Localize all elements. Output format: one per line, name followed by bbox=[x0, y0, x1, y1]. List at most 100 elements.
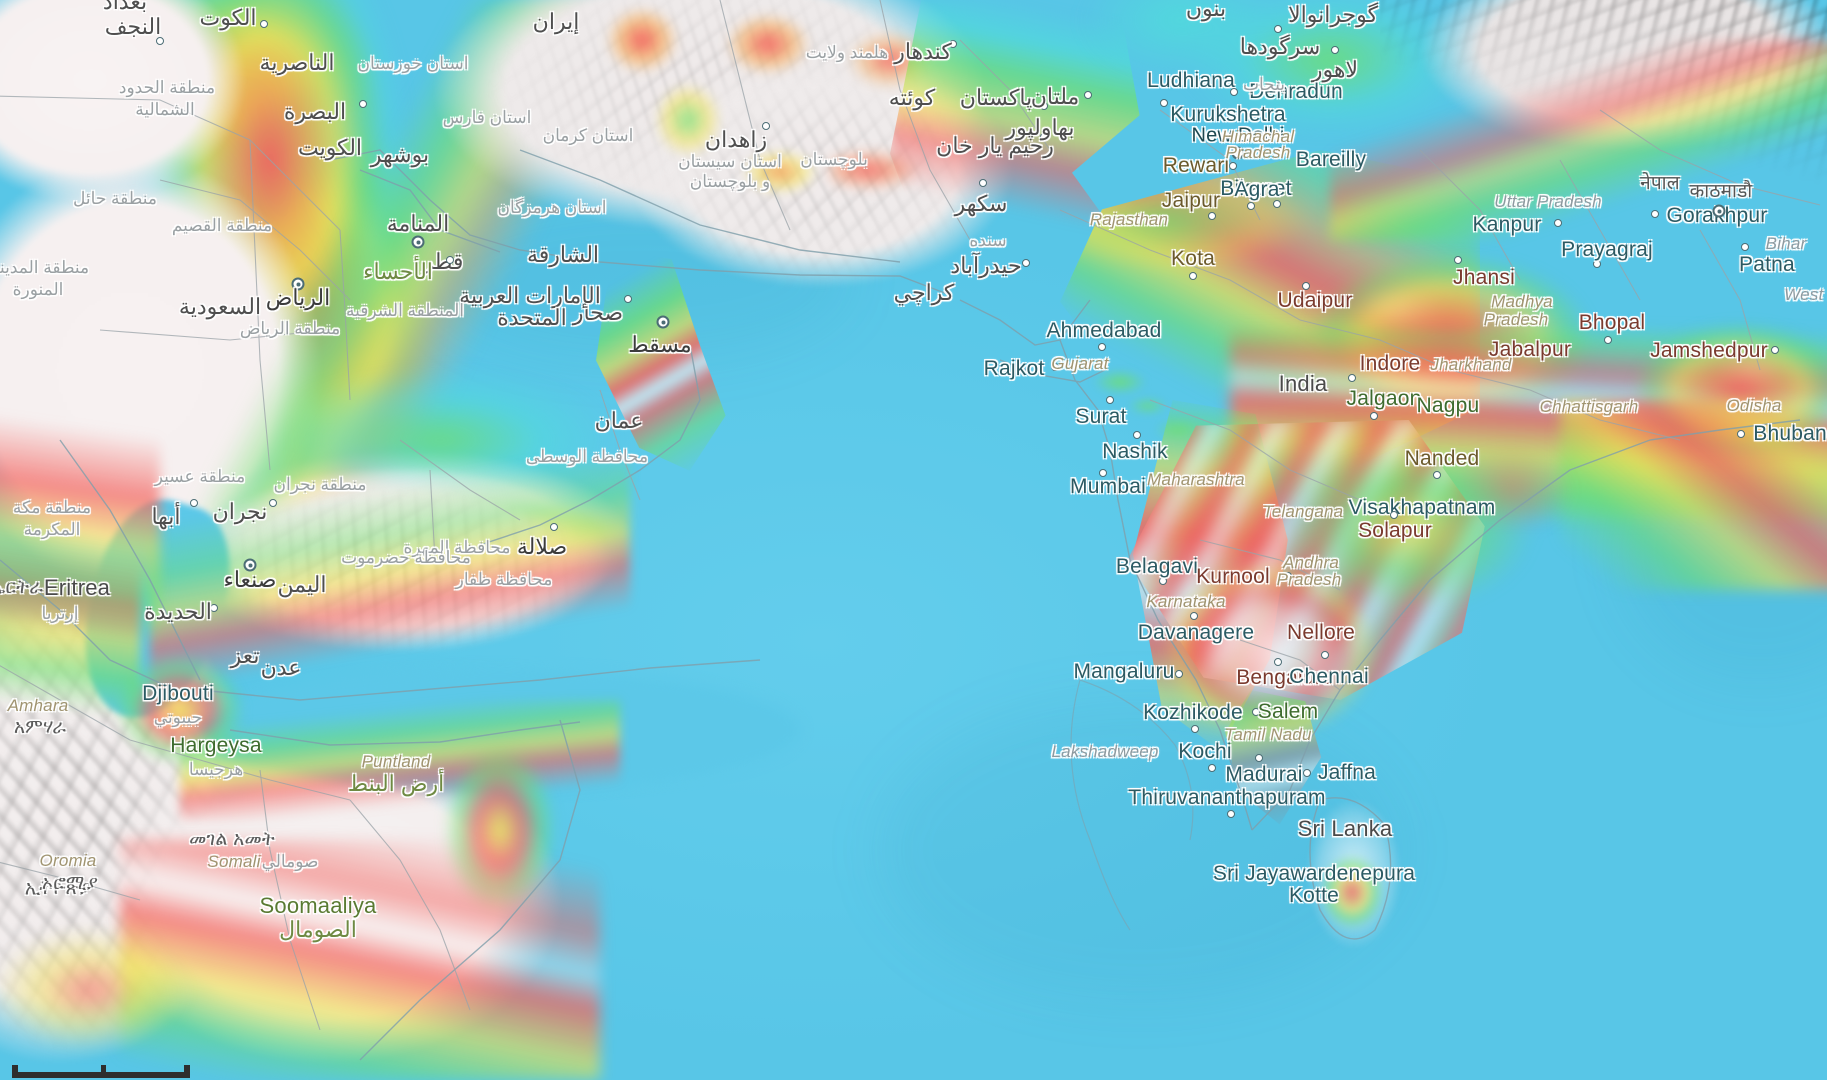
city-label-kurnool[interactable]: Kurnool bbox=[1196, 565, 1270, 588]
city-label-label[interactable]: كراچي bbox=[893, 280, 955, 305]
city-label-label[interactable]: صلالة bbox=[516, 534, 568, 559]
city-label-thiruvananthapuram[interactable]: Thiruvananthapuram bbox=[1128, 786, 1326, 809]
city-label-label[interactable]: بوشهر bbox=[370, 142, 430, 167]
city-label-chennai[interactable]: Chennai bbox=[1289, 665, 1369, 688]
city-label-label[interactable]: حيدرآباد bbox=[950, 253, 1022, 278]
city-label-label[interactable]: الحديدة bbox=[144, 599, 212, 624]
city-label-bengaluru[interactable]: Bengaluru bbox=[1236, 666, 1334, 689]
city-label-label[interactable]: المنامة bbox=[386, 211, 450, 236]
city-label-label[interactable]: بهاولپور bbox=[1005, 115, 1075, 140]
city-label-new-delhi[interactable]: New Delhi bbox=[1191, 124, 1285, 147]
city-label-belagavi[interactable]: Belagavi bbox=[1115, 555, 1199, 578]
city-label-label[interactable]: नेपाल bbox=[1640, 173, 1680, 194]
city-label-label[interactable]: الرياض bbox=[265, 285, 331, 310]
city-label-label[interactable]: صنعاء bbox=[223, 567, 277, 592]
city-label-patna[interactable]: Patna bbox=[1739, 253, 1795, 276]
city-label-kochi[interactable]: Kochi bbox=[1178, 740, 1232, 763]
city-label-sri-jayawardenepura[interactable]: Sri Jayawardenepura bbox=[1212, 862, 1416, 885]
city-label-mumbai[interactable]: Mumbai bbox=[1070, 475, 1146, 498]
city-label-bikanet[interactable]: Bikanet bbox=[1220, 177, 1292, 200]
city-label-label[interactable]: መገል አመት bbox=[189, 829, 275, 850]
city-label-eritrea[interactable]: Eritrea bbox=[43, 575, 111, 600]
city-label-kota[interactable]: Kota bbox=[1171, 247, 1215, 270]
city-label-label[interactable]: مسقط bbox=[628, 332, 692, 357]
city-label-amhara[interactable]: Amhara bbox=[7, 696, 69, 715]
city-label-label[interactable]: عدن bbox=[260, 655, 302, 680]
city-label-puntland[interactable]: Puntland bbox=[361, 752, 431, 771]
city-label-visakhapatnam[interactable]: Visakhapatnam bbox=[1348, 496, 1496, 519]
city-label-label[interactable]: زاهدان bbox=[704, 127, 768, 152]
city-label-jaffna[interactable]: Jaffna bbox=[1317, 761, 1377, 784]
city-label-oromia[interactable]: Oromia bbox=[39, 851, 97, 870]
city-label-kurukshetra[interactable]: Kurukshetra bbox=[1170, 103, 1286, 126]
city-label-label[interactable]: كندهار bbox=[894, 39, 952, 64]
city-label-dehradun[interactable]: Dehradun bbox=[1249, 80, 1343, 103]
city-label-label[interactable]: تعز bbox=[230, 643, 260, 668]
city-label-label[interactable]: سكهر bbox=[954, 191, 1008, 216]
city-label-label[interactable]: الكويت bbox=[297, 135, 363, 160]
city-label-label[interactable]: الشارقة bbox=[526, 242, 600, 267]
city-label-label[interactable]: أرض البنط bbox=[347, 771, 445, 796]
city-label-label[interactable]: لاهور bbox=[1311, 57, 1359, 82]
city-label-indore[interactable]: Indore bbox=[1359, 352, 1421, 375]
city-label-solapur[interactable]: Solapur bbox=[1358, 519, 1432, 542]
city-label-label[interactable]: काठमाडौ bbox=[1689, 181, 1753, 202]
city-label-label[interactable]: صحار bbox=[572, 300, 624, 325]
city-label-nanded[interactable]: Nanded bbox=[1404, 447, 1480, 470]
city-label-nashik[interactable]: Nashik bbox=[1102, 440, 1168, 463]
city-label-label[interactable]: صومالي bbox=[261, 852, 319, 871]
city-label-label[interactable]: ኤርትራ bbox=[0, 577, 44, 598]
city-label-label[interactable]: الناصرية bbox=[259, 50, 335, 75]
city-label-kozhikode[interactable]: Kozhikode bbox=[1143, 701, 1243, 724]
city-label-udaipur[interactable]: Udaipur bbox=[1277, 289, 1353, 312]
city-label-label[interactable]: النجف bbox=[104, 14, 162, 39]
city-label-bareilly[interactable]: Bareilly bbox=[1295, 148, 1367, 171]
city-label-kanpur[interactable]: Kanpur bbox=[1472, 213, 1542, 236]
city-label-surat[interactable]: Surat bbox=[1075, 405, 1127, 428]
city-label-jalgaon[interactable]: Jalgaon bbox=[1346, 387, 1422, 410]
city-label-prayagraj[interactable]: Prayagraj bbox=[1561, 238, 1653, 261]
city-label-djibouti[interactable]: Djibouti bbox=[142, 682, 214, 705]
city-label-label[interactable]: رحيم يار خان bbox=[936, 133, 1054, 158]
city-label-label[interactable]: بنوں bbox=[1185, 0, 1227, 21]
city-label-label[interactable]: جيبوتي bbox=[153, 708, 203, 727]
city-label-jamshedpur[interactable]: Jamshedpur bbox=[1650, 339, 1768, 362]
city-label-label[interactable]: سرگودها bbox=[1239, 34, 1321, 59]
city-label-rajkot[interactable]: Rajkot bbox=[983, 357, 1045, 380]
city-label-label[interactable]: قطر bbox=[422, 249, 464, 274]
city-label-label[interactable]: هرجيسا bbox=[188, 760, 244, 779]
city-label-label[interactable]: بغداد bbox=[102, 0, 148, 14]
city-label-bhubane[interactable]: Bhubane bbox=[1753, 422, 1827, 445]
city-label-ahmedabad[interactable]: Ahmedabad bbox=[1046, 319, 1162, 342]
city-label-label[interactable]: ملتان bbox=[1030, 84, 1080, 109]
city-label-label[interactable]: گوجرانوالا bbox=[1288, 2, 1378, 27]
city-label-label[interactable]: نجران bbox=[212, 499, 268, 524]
city-label-label[interactable]: ኢትዮጵያ bbox=[24, 878, 92, 899]
city-label-jaipur[interactable]: Jaipur bbox=[1161, 189, 1221, 212]
city-label-label[interactable]: كوئته bbox=[888, 85, 936, 110]
city-label-label[interactable]: البصرة bbox=[283, 99, 347, 124]
city-label-agra[interactable]: Agra bbox=[1234, 178, 1280, 201]
city-label-soomaaliya[interactable]: Soomaaliya bbox=[259, 893, 377, 918]
city-label-hargeysa[interactable]: Hargeysa bbox=[170, 734, 262, 757]
city-label-bhopal[interactable]: Bhopal bbox=[1578, 311, 1646, 334]
city-label-label[interactable]: الصومال bbox=[279, 917, 357, 942]
city-label-label[interactable]: الأحساء bbox=[363, 259, 433, 284]
city-label-madurai[interactable]: Madurai bbox=[1225, 763, 1303, 786]
city-label-ludhiana[interactable]: Ludhiana bbox=[1146, 69, 1236, 92]
city-label-label[interactable]: أبها bbox=[151, 504, 181, 529]
city-label-label[interactable]: إرتريا bbox=[41, 604, 79, 623]
city-label-jhansi[interactable]: Jhansi bbox=[1453, 266, 1515, 289]
city-label-nellore[interactable]: Nellore bbox=[1287, 621, 1355, 644]
city-label-rewari[interactable]: Rewari bbox=[1162, 154, 1230, 177]
city-label-salem[interactable]: Salem bbox=[1257, 700, 1319, 723]
city-label-label[interactable]: አምሃራ bbox=[13, 717, 67, 738]
city-label-sri-lanka[interactable]: Sri Lanka bbox=[1297, 816, 1393, 841]
city-label-somali[interactable]: Somali bbox=[207, 852, 261, 871]
city-label-davanagere[interactable]: Davanagere bbox=[1137, 621, 1255, 644]
city-label-label[interactable]: الكوت bbox=[199, 5, 257, 30]
city-label-label[interactable]: ኦሮሚያ bbox=[41, 873, 99, 894]
city-label-kotte[interactable]: Kotte bbox=[1288, 884, 1340, 907]
city-label-nagpu[interactable]: Nagpu bbox=[1416, 394, 1480, 417]
